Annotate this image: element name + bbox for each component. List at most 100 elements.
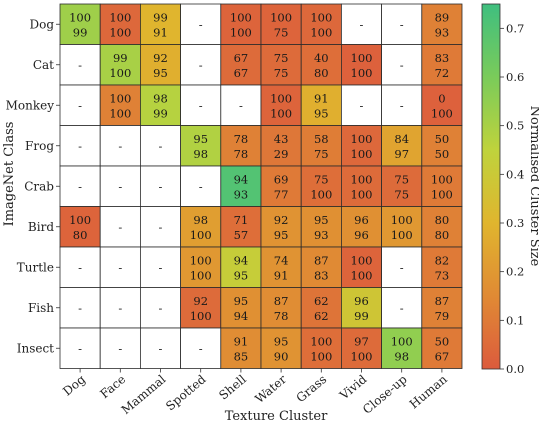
cell-empty-marker: - bbox=[78, 139, 82, 153]
x-axis-label: Texture Cluster bbox=[225, 409, 328, 424]
cell-value-bottom: 95 bbox=[314, 106, 329, 120]
cell-rect bbox=[139, 3, 181, 45]
cell-value-bottom: 80 bbox=[314, 66, 329, 80]
heatmap-cell: - bbox=[381, 246, 423, 288]
heatmap-cell: - bbox=[59, 84, 101, 126]
cell-value-bottom: 95 bbox=[153, 66, 168, 80]
cell-rect bbox=[381, 246, 423, 288]
cell-rect bbox=[381, 165, 423, 207]
cell-rect bbox=[220, 165, 262, 207]
cell-value-top: 58 bbox=[314, 132, 329, 146]
heatmap-cell: - bbox=[99, 125, 141, 167]
cell-value-top: 62 bbox=[314, 294, 329, 308]
y-tick-label: Dog bbox=[29, 17, 54, 31]
heatmap-cell: - bbox=[99, 246, 141, 288]
cell-value-bottom: 67 bbox=[435, 349, 450, 363]
cell-rect bbox=[99, 165, 141, 207]
cell-rect bbox=[139, 287, 181, 329]
cell-rect bbox=[300, 246, 342, 288]
colorbar bbox=[481, 3, 501, 370]
cell-value-top: 99 bbox=[113, 51, 128, 65]
cell-value-top: 96 bbox=[354, 213, 369, 227]
cell-value-top: 0 bbox=[438, 91, 445, 105]
cell-value-top: 71 bbox=[234, 213, 249, 227]
cell-value-top: 100 bbox=[391, 334, 413, 348]
heatmap-cell: - bbox=[139, 125, 181, 167]
cell-rect bbox=[340, 3, 382, 45]
cell-value-bottom: 75 bbox=[394, 187, 409, 201]
cell-value-bottom: 67 bbox=[234, 66, 249, 80]
cell-value-top: 74 bbox=[274, 253, 289, 267]
cell-rect bbox=[340, 246, 382, 288]
cell-value-top: 100 bbox=[109, 91, 131, 105]
cell-value-bottom: 93 bbox=[314, 228, 329, 242]
cell-value-bottom: 100 bbox=[310, 349, 332, 363]
heatmap-cell: - bbox=[381, 3, 423, 45]
cell-rect bbox=[180, 44, 222, 86]
heatmap-cell: - bbox=[180, 327, 222, 369]
cell-value-top: 50 bbox=[435, 132, 450, 146]
cell-empty-marker: - bbox=[199, 58, 203, 72]
colorbar-tick-label: 0.0 bbox=[506, 362, 524, 376]
cell-rect bbox=[99, 327, 141, 369]
cell-rect bbox=[180, 327, 222, 369]
cell-rect bbox=[260, 246, 302, 288]
cell-rect bbox=[99, 84, 141, 126]
cell-value-top: 69 bbox=[274, 172, 289, 186]
heatmap-cell: - bbox=[340, 3, 382, 45]
cell-empty-marker: - bbox=[78, 179, 82, 193]
cell-rect bbox=[139, 84, 181, 126]
cell-empty-marker: - bbox=[199, 98, 203, 112]
cell-value-top: 100 bbox=[270, 91, 292, 105]
cell-value-top: 87 bbox=[435, 294, 450, 308]
cell-empty-marker: - bbox=[78, 260, 82, 274]
cell-rect bbox=[381, 84, 423, 126]
cell-value-top: 75 bbox=[314, 172, 329, 186]
y-tick-label: Bird bbox=[28, 220, 54, 234]
cell-rect bbox=[260, 44, 302, 86]
cell-value-top: 97 bbox=[354, 334, 369, 348]
cell-value-bottom: 78 bbox=[234, 147, 249, 161]
cell-empty-marker: - bbox=[199, 17, 203, 31]
y-tick-label: Insect bbox=[17, 341, 54, 355]
colorbar-tick-label: 0.2 bbox=[506, 265, 524, 279]
heatmap-cell: - bbox=[180, 165, 222, 207]
cell-value-bottom: 90 bbox=[274, 349, 289, 363]
cell-value-bottom: 100 bbox=[109, 106, 131, 120]
colorbar-tick-label: 0.7 bbox=[506, 21, 524, 35]
cell-value-bottom: 57 bbox=[234, 228, 249, 242]
cell-rect bbox=[381, 44, 423, 86]
cell-empty-marker: - bbox=[159, 179, 163, 193]
cell-value-bottom: 91 bbox=[274, 268, 289, 282]
cell-value-top: 100 bbox=[351, 132, 373, 146]
cell-value-bottom: 100 bbox=[351, 187, 373, 201]
cell-value-bottom: 50 bbox=[435, 147, 450, 161]
cell-rect bbox=[139, 327, 181, 369]
cell-value-top: 43 bbox=[274, 132, 289, 146]
heatmap-cell: - bbox=[59, 125, 101, 167]
cell-value-bottom: 80 bbox=[435, 228, 450, 242]
x-tick-label: Vivid bbox=[336, 372, 369, 403]
